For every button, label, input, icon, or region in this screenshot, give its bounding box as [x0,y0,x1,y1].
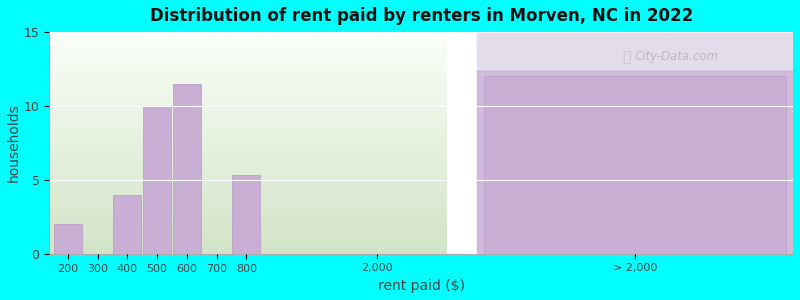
Title: Distribution of rent paid by renters in Morven, NC in 2022: Distribution of rent paid by renters in … [150,7,693,25]
Bar [173,84,201,254]
Y-axis label: households: households [7,103,21,182]
Bar [477,32,793,69]
Bar [54,224,82,254]
Bar [114,195,142,254]
Bar [233,176,260,254]
X-axis label: rent paid ($): rent paid ($) [378,279,465,293]
Bar [477,32,793,254]
Bar [485,76,786,254]
Bar [143,106,171,254]
Text: ⌕: ⌕ [622,50,630,64]
Text: City-Data.com: City-Data.com [634,50,718,63]
